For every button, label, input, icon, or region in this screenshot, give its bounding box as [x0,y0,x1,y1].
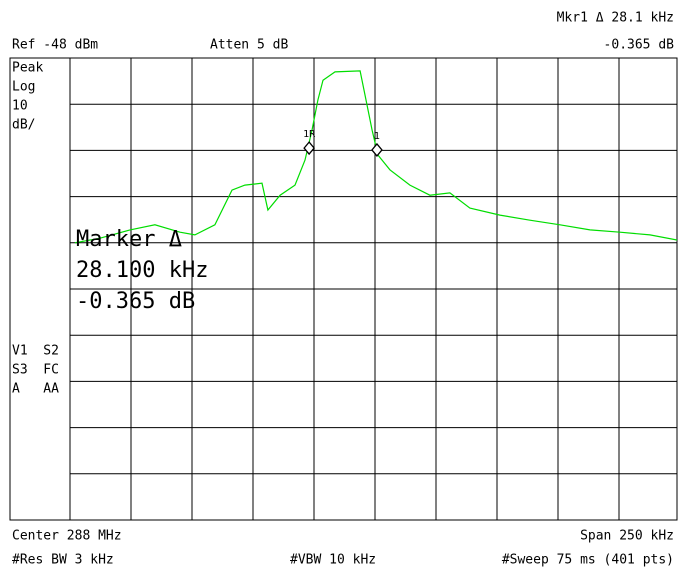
center-freq: Center 288 MHz [12,529,122,544]
trace [74,70,677,244]
grid [69,57,677,521]
sweep: #Sweep 75 ms (401 pts) [502,553,674,568]
marker-label: 1 [374,131,380,142]
rbw: #Res BW 3 kHz [12,553,114,568]
marker-box-line: 28.100 kHz [76,258,208,283]
marker-box-line: Marker Δ [76,227,182,252]
side-label: V1 S2 [12,344,59,359]
side-label: Log [12,80,35,95]
marker-delta: -0.365 dB [604,38,675,53]
side-label: A AA [12,382,59,397]
vbw: #VBW 10 kHz [290,553,376,568]
marker-box-line: -0.365 dB [76,289,195,314]
side-label: Peak [12,61,43,76]
side-label: S3 FC [12,363,59,378]
marker-diamond [303,141,315,156]
span: Span 250 kHz [580,529,674,544]
marker-diamond [371,142,383,157]
ref-level: Ref -48 dBm [12,38,98,53]
marker-readout: Mkr1 Δ 28.1 kHz [557,11,674,26]
attenuation: Atten 5 dB [210,38,288,53]
marker-label: 1R [303,129,316,140]
side-label: 10 [12,99,28,114]
side-label: dB/ [12,118,35,133]
plot [74,70,677,244]
